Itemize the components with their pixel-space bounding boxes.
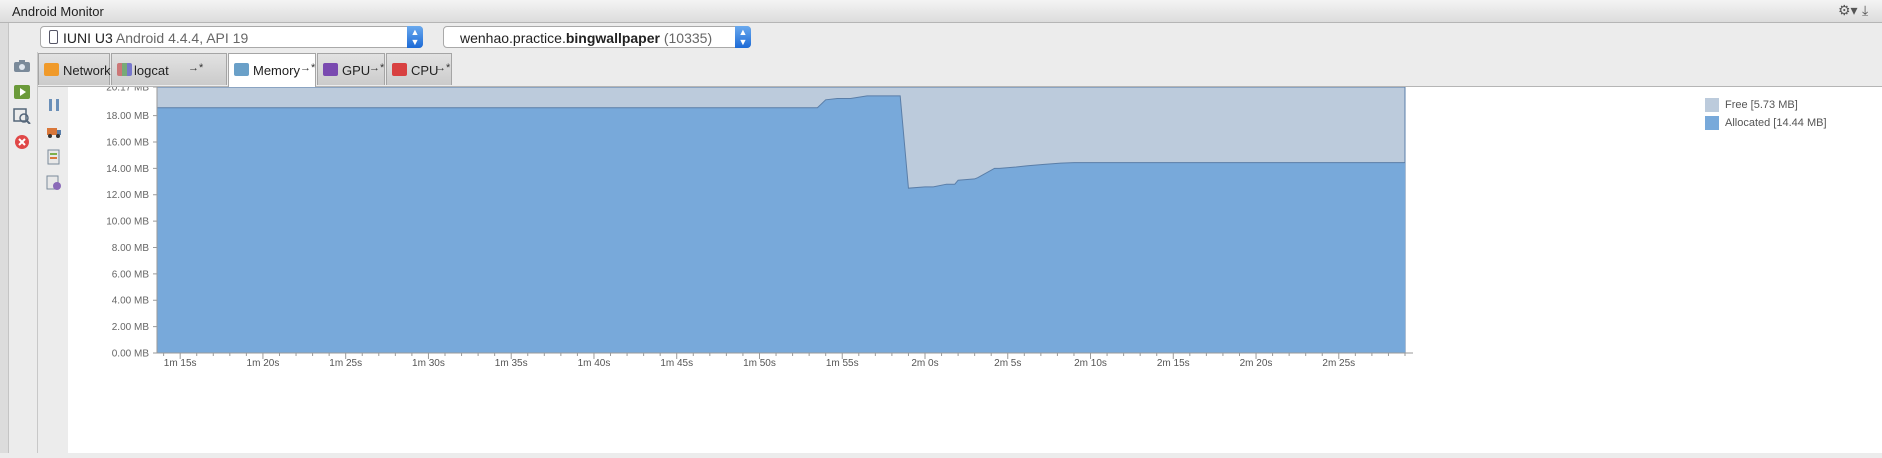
process-app-name: bingwallpaper bbox=[566, 30, 660, 46]
x-tick-label: 1m 55s bbox=[826, 358, 859, 369]
legend-free-label: Free [5.73 MB] bbox=[1725, 99, 1798, 111]
legend-allocated-swatch bbox=[1705, 116, 1719, 130]
logcat-icon bbox=[117, 63, 132, 76]
gpu-icon bbox=[323, 63, 338, 76]
tab-label: Memory bbox=[253, 63, 300, 78]
legend-allocated-label: Allocated [14.44 MB] bbox=[1725, 117, 1827, 129]
allocation-tracking-icon[interactable] bbox=[46, 175, 62, 191]
process-pid: (10335) bbox=[664, 30, 712, 46]
x-tick-label: 1m 40s bbox=[578, 358, 611, 369]
terminate-app-icon[interactable] bbox=[13, 134, 31, 150]
gear-icon[interactable]: ⚙▾ bbox=[1838, 2, 1858, 19]
x-tick-label: 1m 30s bbox=[412, 358, 445, 369]
x-tick-label: 2m 0s bbox=[911, 358, 938, 369]
tab-cpu[interactable]: CPU →* bbox=[386, 53, 452, 85]
tab-label: GPU bbox=[342, 63, 370, 78]
tab-pin[interactable]: →* bbox=[188, 62, 203, 74]
y-tick-label: 14.00 MB bbox=[106, 164, 149, 175]
memory-icon bbox=[234, 63, 249, 76]
layout-inspector-icon[interactable] bbox=[13, 108, 31, 124]
dump-heap-icon[interactable] bbox=[46, 149, 62, 165]
y-tick-label: 10.00 MB bbox=[106, 217, 149, 228]
hide-panel-icon[interactable]: ⤓ bbox=[1862, 2, 1868, 19]
process-selector[interactable]: wenhao.practice.bingwallpaper (10335) ▲ ▼ bbox=[443, 26, 751, 48]
memory-chart: 0.00 MB 2.00 MB 4.00 MB 6.00 MB 8.00 MB 10.00… bbox=[68, 87, 1882, 453]
monitor-toolbar bbox=[9, 52, 38, 453]
tab-logcat[interactable]: logcat →* bbox=[111, 53, 227, 85]
phone-icon bbox=[49, 30, 58, 44]
tab-pin[interactable]: →* bbox=[300, 62, 315, 74]
tab-network[interactable]: Network bbox=[38, 53, 110, 85]
cpu-icon bbox=[392, 63, 407, 76]
window-titlebar: Android Monitor ⚙▾ ⤓ bbox=[0, 0, 1882, 23]
x-tick-label: 2m 25s bbox=[1322, 358, 1355, 369]
tab-pin[interactable]: →* bbox=[369, 62, 384, 74]
y-tick-label: 20.17 MB bbox=[106, 87, 149, 94]
x-tick-label: 2m 5s bbox=[994, 358, 1021, 369]
x-tick-label: 1m 45s bbox=[660, 358, 693, 369]
y-tick-label: 12.00 MB bbox=[106, 190, 149, 201]
x-tick-label: 1m 50s bbox=[743, 358, 776, 369]
x-tick-label: 1m 20s bbox=[247, 358, 280, 369]
updown-arrow-icon[interactable]: ▲ ▼ bbox=[407, 26, 423, 48]
device-name: IUNI U3 bbox=[63, 30, 113, 46]
process-package: wenhao.practice. bbox=[452, 30, 566, 46]
screenshot-camera-icon[interactable] bbox=[13, 58, 31, 74]
x-tick-label: 2m 15s bbox=[1157, 358, 1190, 369]
x-tick-label: 1m 25s bbox=[329, 358, 362, 369]
pause-icon[interactable] bbox=[46, 97, 62, 113]
memory-chart-panel: 0.00 MB 2.00 MB 4.00 MB 6.00 MB 8.00 MB 10.00… bbox=[68, 87, 1882, 453]
tab-gpu[interactable]: GPU →* bbox=[317, 53, 385, 85]
memory-actions bbox=[38, 87, 68, 453]
x-tick-label: 1m 35s bbox=[495, 358, 528, 369]
monitor-tabs: Network logcat →* Memory →* GPU →* CPU →… bbox=[38, 52, 1882, 87]
y-tick-label: 18.00 MB bbox=[106, 111, 149, 122]
network-icon bbox=[44, 63, 59, 76]
tab-label: Network bbox=[63, 63, 111, 78]
y-tick-label: 8.00 MB bbox=[112, 243, 150, 254]
y-tick-label: 0.00 MB bbox=[112, 349, 150, 360]
updown-arrow-icon[interactable]: ▲ ▼ bbox=[735, 26, 751, 48]
window-title: Android Monitor bbox=[12, 4, 104, 19]
screen-record-icon[interactable] bbox=[13, 84, 31, 100]
y-tick-label: 4.00 MB bbox=[112, 296, 150, 307]
y-tick-label: 6.00 MB bbox=[112, 269, 150, 280]
y-tick-label: 16.00 MB bbox=[106, 137, 149, 148]
device-detail: Android 4.4.4, API 19 bbox=[116, 30, 248, 46]
x-tick-label: 2m 20s bbox=[1240, 358, 1273, 369]
garbage-truck-icon[interactable] bbox=[46, 123, 62, 139]
tab-label: logcat bbox=[134, 63, 169, 78]
legend-free-swatch bbox=[1705, 98, 1719, 112]
y-tick-label: 2.00 MB bbox=[112, 322, 150, 333]
tab-pin[interactable]: →* bbox=[435, 62, 450, 74]
tab-memory[interactable]: Memory →* bbox=[228, 53, 316, 87]
side-tool-strip bbox=[0, 23, 9, 453]
device-selector[interactable]: IUNI U3 Android 4.4.4, API 19 ▲ ▼ bbox=[40, 26, 423, 48]
x-tick-label: 1m 15s bbox=[164, 358, 197, 369]
x-tick-label: 2m 10s bbox=[1074, 358, 1107, 369]
